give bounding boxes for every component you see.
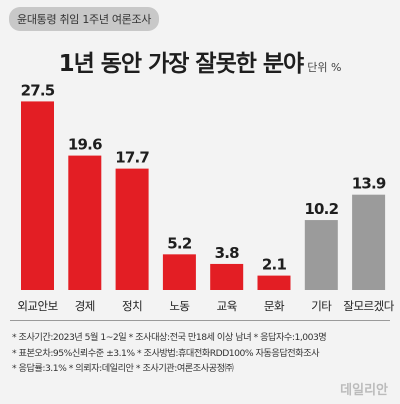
bar-노동: [162, 254, 196, 290]
bar-chart: 27.5 외교안보 19.6 경제 17.7 정치 5.2 노동 3.8 교육 2.1 문화 10.2 기…: [17, 81, 395, 313]
divider: [10, 320, 390, 321]
category-label: 교육: [217, 299, 237, 313]
bar-교육: [210, 263, 244, 290]
bar-문화: [257, 275, 291, 290]
category-label: 노동: [169, 299, 189, 313]
category-label: 경제: [75, 299, 95, 313]
data-label: 10.2: [304, 200, 338, 218]
category-label: 기타: [311, 299, 332, 313]
category-label: 외교안보: [17, 299, 57, 313]
data-label: 13.9: [352, 175, 386, 193]
survey-badge: 윤대통령 취임 1주년 여론조사: [9, 7, 160, 31]
footnote-line: * 표본오차:95%신뢰수준 ±3.1% * 조사방법:휴대전화RDD100% …: [12, 347, 320, 359]
bar-정치: [115, 168, 149, 290]
bar-잘모르겠다: [352, 194, 386, 290]
footnote-line: * 조사기간:2023년 5월 1~2일 * 조사대상:전국 만18세 이상 남…: [12, 332, 327, 343]
chart-title: 1년 동안 가장 잘못한 분야 단위 %: [0, 44, 400, 78]
data-label: 2.1: [262, 256, 287, 274]
category-label: 정치: [122, 299, 142, 313]
footnotes: * 조사기간:2023년 5월 1~2일 * 조사대상:전국 만18세 이상 남…: [12, 330, 392, 377]
data-label: 19.6: [68, 136, 102, 154]
category-label: 잘모르겠다: [343, 299, 394, 313]
footnote-line: * 응답률:3.1% * 의뢰자:데일리안 * 조사기관:여론조사공정㈜: [12, 363, 234, 374]
chart-title-text: 1년 동안 가장 잘못한 분야: [58, 51, 305, 77]
bar-외교안보: [21, 101, 54, 290]
bar-기타: [304, 220, 338, 290]
data-label: 17.7: [115, 149, 149, 167]
watermark-logo: 데일리안: [340, 383, 388, 398]
data-label: 5.2: [167, 234, 192, 252]
unit-label: 단위 %: [307, 61, 342, 74]
data-label: 3.8: [215, 244, 240, 262]
category-label: 문화: [264, 299, 285, 313]
bar-경제: [68, 155, 102, 290]
data-label: 27.5: [21, 81, 55, 99]
